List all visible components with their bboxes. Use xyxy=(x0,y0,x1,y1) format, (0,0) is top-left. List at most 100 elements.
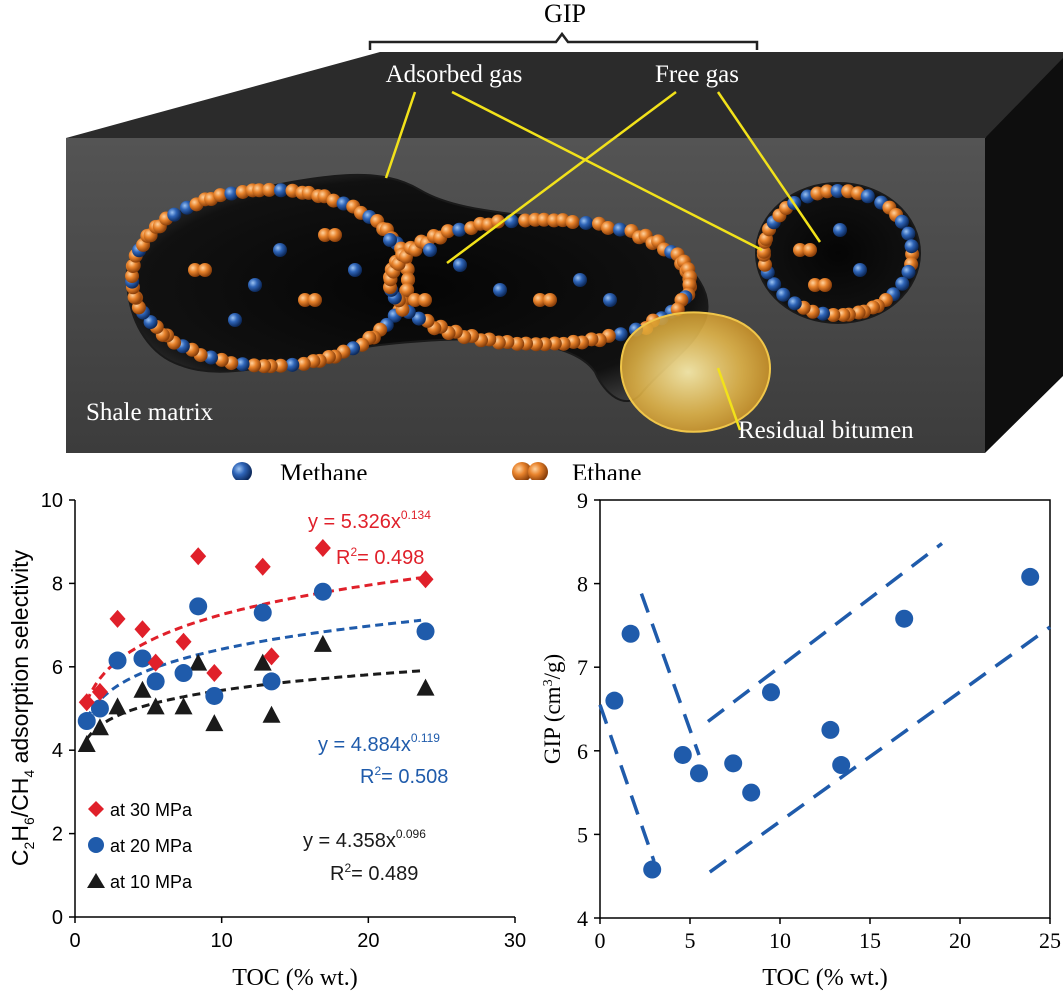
x-tick-label: 25 xyxy=(1039,928,1061,953)
x-tick-label: 10 xyxy=(769,928,791,953)
data-point-10mpa xyxy=(313,634,332,652)
residual-bitumen-blob xyxy=(620,311,771,433)
eq-30mpa: y = 5.326x0.134 xyxy=(308,508,431,533)
data-point-10mpa xyxy=(90,718,109,736)
data-point-20mpa xyxy=(146,672,165,691)
gip-label: GIP xyxy=(544,0,586,28)
data-point-gip xyxy=(832,756,851,775)
adsorbed-gas-label: Adsorbed gas xyxy=(386,61,523,88)
legend-triangle-icon xyxy=(87,873,105,888)
ethane-molecule xyxy=(252,182,277,198)
trend-line xyxy=(85,669,422,741)
y-tick-label: 10 xyxy=(41,490,63,512)
data-point-10mpa xyxy=(262,705,281,723)
methane-molecule xyxy=(767,277,782,292)
data-point-gip xyxy=(821,720,840,739)
right-y-axis-label: GIP (cm3/g) xyxy=(540,654,565,764)
data-point-20mpa xyxy=(90,699,109,718)
data-point-20mpa xyxy=(205,686,224,705)
methane-molecule xyxy=(383,233,397,247)
methane-molecule xyxy=(603,293,617,307)
selectivity-chart: 0 10 20 30 0 2 4 6 8 10 y = 5.326x0.134 R2= 0.498… xyxy=(7,490,526,991)
block-right-face xyxy=(985,58,1063,453)
ethane-legend-label: Ethane xyxy=(572,460,641,480)
data-point-gip xyxy=(605,691,624,710)
methane-molecule xyxy=(904,239,919,254)
x-tick-label: 5 xyxy=(685,928,696,953)
methane-molecule xyxy=(167,207,182,222)
ethane-molecule xyxy=(826,307,851,323)
methane-molecule xyxy=(613,222,628,237)
legend-circle-icon xyxy=(88,837,104,853)
r2-10mpa: R2= 0.489 xyxy=(330,861,418,885)
methane-molecule xyxy=(273,183,288,198)
guide-line xyxy=(706,542,944,723)
methane-molecule xyxy=(578,215,593,230)
data-point-gip xyxy=(673,745,692,764)
eq-20mpa: y = 4.884x0.119 xyxy=(318,731,440,756)
data-point-20mpa xyxy=(262,672,281,691)
y-tick-label: 9 xyxy=(577,488,588,513)
data-point-30mpa xyxy=(78,693,95,712)
methane-molecule xyxy=(423,243,437,257)
data-point-20mpa xyxy=(416,622,435,641)
ethane-molecule xyxy=(296,354,321,371)
data-point-10mpa xyxy=(108,697,127,715)
y-tick-label: 4 xyxy=(52,740,63,762)
ethane-molecule xyxy=(214,352,239,371)
gip-brace xyxy=(368,31,759,50)
guide-line xyxy=(639,593,701,756)
ethane-molecule xyxy=(433,224,455,245)
data-point-gip xyxy=(762,683,780,702)
methane-molecule xyxy=(411,311,426,326)
data-point-gip xyxy=(643,860,662,879)
x-tick-label: 20 xyxy=(357,930,379,952)
x-tick-label: 15 xyxy=(859,928,881,953)
data-point-10mpa xyxy=(205,714,224,732)
ethane-legend-icon xyxy=(512,462,548,480)
methane-molecule xyxy=(853,263,867,277)
ethane-molecule xyxy=(204,188,228,207)
legend-diamond-icon xyxy=(88,801,104,817)
methane-molecule xyxy=(453,258,467,272)
legend-10mpa-label: at 10 MPa xyxy=(110,872,193,892)
ethane-molecule xyxy=(247,358,272,374)
eq-10mpa: y = 4.358x0.096 xyxy=(303,827,426,852)
data-point-10mpa xyxy=(416,678,435,696)
methane-molecule xyxy=(285,357,300,372)
y-tick-label: 6 xyxy=(52,657,63,679)
x-tick-label: 0 xyxy=(595,928,606,953)
r2-20mpa: R2= 0.508 xyxy=(360,764,448,788)
data-point-30mpa xyxy=(314,538,331,557)
trend-line xyxy=(85,576,422,703)
ethane-molecule xyxy=(533,293,557,307)
data-point-gip xyxy=(621,624,640,643)
methane-molecule xyxy=(787,296,802,311)
shale-matrix-label: Shale matrix xyxy=(86,399,214,426)
methane-molecule xyxy=(833,223,847,237)
data-point-30mpa xyxy=(147,653,164,672)
methane-molecule xyxy=(224,186,239,201)
methane-molecule xyxy=(235,357,250,372)
methane-molecule xyxy=(860,189,875,204)
data-point-30mpa xyxy=(134,620,151,639)
y-tick-label: 5 xyxy=(577,822,588,847)
data-point-20mpa xyxy=(133,649,152,668)
data-point-10mpa xyxy=(189,653,208,671)
data-point-30mpa xyxy=(109,609,126,628)
data-point-10mpa xyxy=(253,653,272,671)
data-point-10mpa xyxy=(133,680,152,698)
methane-molecule xyxy=(901,264,916,279)
y-tick-label: 0 xyxy=(52,907,63,929)
methane-molecule xyxy=(901,226,916,241)
trend-line xyxy=(85,618,422,720)
methane-legend-icon xyxy=(232,462,252,480)
methane-molecule xyxy=(228,313,242,327)
r2-30mpa: R2= 0.498 xyxy=(336,545,424,569)
legend-20mpa-label: at 20 MPa xyxy=(110,836,193,856)
data-point-20mpa xyxy=(313,582,332,601)
methane-molecule xyxy=(348,263,362,277)
ethane-molecule xyxy=(318,228,342,242)
ethane-molecule xyxy=(188,263,212,277)
free-gas-label: Free gas xyxy=(655,61,739,88)
